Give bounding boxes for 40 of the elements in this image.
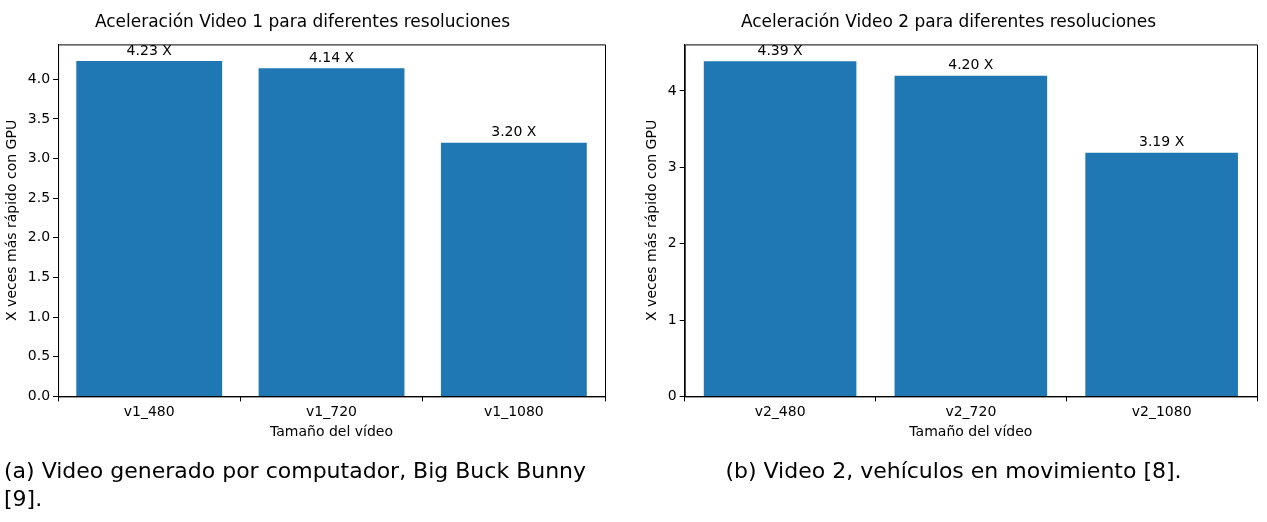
- x-axis-title: Tamaño del vídeo: [908, 423, 1033, 440]
- data-label: 4.39 X: [757, 41, 804, 58]
- data-label: 3.19 X: [1139, 133, 1185, 150]
- text: (a) Video generado por computador, Big Buck Bunny [9].: [4, 457, 588, 513]
- x-tick-label: v2_720: [945, 403, 997, 420]
- data-label: 4.23 X: [126, 41, 173, 58]
- x-tick-label: v1_1080: [483, 403, 544, 420]
- x-tick-label: v2_480: [754, 403, 806, 420]
- bar: [440, 142, 587, 396]
- data-label: 3.20 X: [491, 123, 537, 140]
- y-tick-label: 2: [667, 234, 677, 251]
- y-tick-label: 4: [667, 81, 677, 98]
- bar: [703, 61, 857, 396]
- y-tick-label: 4.0: [27, 69, 51, 86]
- data-label: 4.14 X: [308, 48, 355, 65]
- y-tick-label: 3.5: [27, 109, 51, 126]
- bar: [258, 68, 405, 396]
- y-tick-label: 0: [667, 387, 677, 404]
- y-axis-title: X veces más rápido con GPU: [643, 119, 660, 321]
- y-tick-label: 0.0: [27, 387, 51, 404]
- y-tick-label: 0.5: [27, 347, 51, 364]
- y-axis-title: X veces más rápido con GPU: [3, 119, 20, 321]
- chart-title: Aceleración Video 2 para diferentes resoluciones: [740, 10, 1157, 31]
- data-label: 4.20 X: [948, 56, 994, 73]
- chart-title: Aceleración Video 1 para diferentes resoluciones: [94, 10, 511, 31]
- y-tick-label: 1.0: [27, 307, 51, 324]
- y-tick-label: 1.5: [27, 268, 51, 285]
- y-tick-label: 2.0: [27, 228, 51, 245]
- x-tick-label: v2_1080: [1131, 403, 1192, 420]
- y-tick-label: 1: [667, 310, 677, 327]
- x-axis-title: Tamaño del vídeo: [269, 423, 394, 440]
- bar: [894, 75, 1048, 396]
- x-tick-label: v1_720: [306, 403, 357, 420]
- y-tick-label: 2.5: [27, 188, 51, 205]
- text: (b) Video 2, vehículos en movimiento [8].: [724, 457, 1183, 485]
- y-tick-label: 3.0: [27, 149, 51, 166]
- bar: [76, 61, 223, 396]
- bar: [1085, 152, 1238, 396]
- y-tick-label: 3: [667, 157, 677, 174]
- x-tick-label: v1_480: [123, 403, 175, 420]
